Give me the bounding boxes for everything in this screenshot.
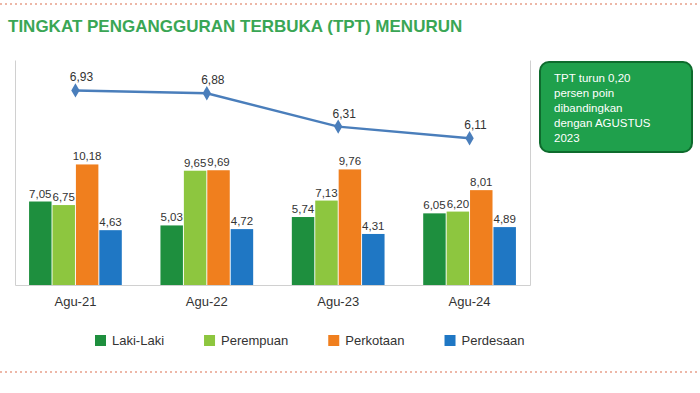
legend-swatch <box>95 335 106 346</box>
line-data-label: 6,11 <box>464 118 487 132</box>
y2-axis-line <box>530 61 531 286</box>
line <box>75 90 469 138</box>
data-label: 10,18 <box>73 150 102 162</box>
bar <box>207 170 229 285</box>
bottom-rule <box>0 371 700 373</box>
x-tick-label: Agu-21 <box>54 294 96 309</box>
annotation-text: persen poin <box>554 87 614 99</box>
legend: Laki-Laki Perempuan Perkotaan Perdesaan <box>95 333 524 348</box>
data-label: 9,65 <box>184 157 206 169</box>
chart: TINGKAT PENGANGGURAN TERBUKA (TPT) MENUR… <box>0 0 700 393</box>
bar <box>76 164 98 285</box>
data-label: 4,31 <box>362 220 384 232</box>
x-tick-label: Agu-23 <box>317 294 359 309</box>
y-axis-line <box>15 61 16 286</box>
x-tick-label: Agu-22 <box>186 294 228 309</box>
x-axis-line <box>16 285 531 286</box>
data-labels: 7,05 5,03 5,74 6,05 6,75 9,65 7,13 6,20 10,18 9,6… <box>29 70 516 232</box>
x-tick: Agu-21 <box>54 285 96 309</box>
line-marker <box>334 119 342 133</box>
data-label: 4,72 <box>231 215 253 227</box>
data-label: 4,89 <box>493 213 515 225</box>
data-label: 5,03 <box>160 211 182 223</box>
line-data-label: 6,31 <box>333 107 357 121</box>
data-label: 4,63 <box>99 216 121 228</box>
x-tick: Agu-22 <box>186 285 228 309</box>
bar <box>99 230 121 285</box>
annotation: TPT turun 0,20 persen poin dibandingkan den… <box>540 62 692 152</box>
x-tick: Agu-24 <box>449 285 491 309</box>
y-axis <box>15 61 16 286</box>
bar <box>362 234 384 285</box>
line-marker <box>465 131 473 145</box>
legend-label: Perkotaan <box>345 333 404 348</box>
data-label: 7,13 <box>315 187 337 199</box>
bar <box>292 217 314 285</box>
data-label: 9,76 <box>339 155 361 167</box>
data-label: 8,01 <box>470 176 492 188</box>
bar <box>339 169 361 285</box>
bar <box>29 202 51 285</box>
bar <box>447 212 469 285</box>
line-marker <box>203 86 211 100</box>
plot-marks <box>29 83 516 285</box>
annotation-text: dibandingkan <box>554 102 622 114</box>
legend-label: Laki-Laki <box>112 333 164 348</box>
legend-swatch <box>328 335 339 346</box>
data-label: 7,05 <box>29 188 51 200</box>
bar <box>470 190 492 285</box>
legend-label: Perempuan <box>221 333 288 348</box>
y2-axis <box>530 61 531 286</box>
annotation-box <box>540 62 692 152</box>
top-rule <box>0 3 700 5</box>
annotation-text: TPT turun 0,20 <box>554 72 631 84</box>
x-tick: Agu-23 <box>317 285 359 309</box>
data-label: 9,69 <box>207 156 229 168</box>
bar <box>52 205 74 285</box>
bar <box>493 227 515 285</box>
legend-swatch <box>445 335 456 346</box>
line-marker <box>71 83 79 97</box>
x-tick-label: Agu-24 <box>449 294 491 309</box>
data-label: 6,75 <box>53 191 75 203</box>
data-label: 6,20 <box>447 198 469 210</box>
data-label: 5,74 <box>292 203 315 215</box>
line-data-label: 6,88 <box>201 73 225 87</box>
title: TINGKAT PENGANGGURAN TERBUKA (TPT) MENUR… <box>8 17 462 36</box>
bar <box>184 171 206 285</box>
annotation-text: 2023 <box>554 132 580 144</box>
bar <box>423 213 445 285</box>
bar <box>160 225 182 285</box>
data-label: 6,05 <box>423 199 445 211</box>
line-data-label: 6,93 <box>70 70 94 84</box>
annotation-text: dengan AGUSTUS <box>554 117 651 129</box>
bar <box>231 229 253 285</box>
legend-swatch <box>204 335 215 346</box>
x-axis: Agu-21 Agu-22 Agu-23 Agu-24 <box>16 285 531 309</box>
legend-label: Perdesaan <box>462 333 525 348</box>
bar <box>315 201 337 285</box>
